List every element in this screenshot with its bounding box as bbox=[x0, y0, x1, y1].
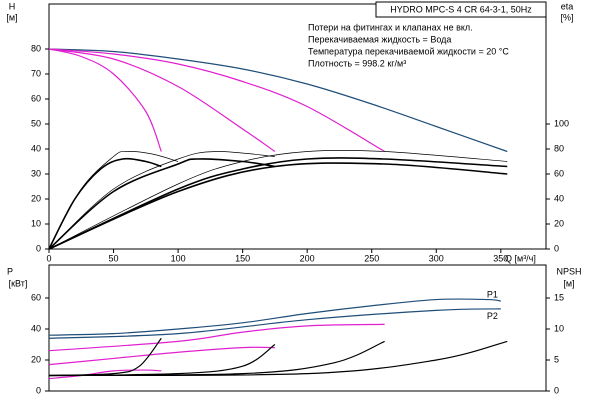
curve bbox=[48, 323, 385, 352]
y-tick-label: 50 bbox=[31, 118, 41, 128]
x-tick-label: 0 bbox=[46, 253, 51, 263]
y2-tick-label: 0 bbox=[554, 243, 559, 253]
curve bbox=[48, 308, 501, 339]
y-tick-label: 80 bbox=[31, 43, 41, 53]
curve bbox=[48, 298, 501, 336]
annotation: Плотность = 998.2 кг/м³ bbox=[308, 58, 406, 68]
y-tick-label: 40 bbox=[31, 323, 41, 333]
y2-tick-label: 5 bbox=[554, 354, 559, 364]
x-tick-label: 250 bbox=[364, 253, 379, 263]
y-tick-label: 60 bbox=[31, 292, 41, 302]
curve bbox=[48, 340, 508, 377]
y-unit: [кВт] bbox=[9, 278, 28, 288]
y-label: H bbox=[9, 1, 16, 11]
x-tick-label: 100 bbox=[171, 253, 186, 263]
y-tick-label: 0 bbox=[36, 385, 41, 395]
curve bbox=[48, 48, 385, 153]
curve bbox=[48, 344, 276, 377]
legend-label: P2 bbox=[487, 311, 498, 321]
curve bbox=[48, 48, 276, 152]
x-label: Q [м³/ч] bbox=[505, 253, 536, 263]
y2-label: NPSH bbox=[556, 266, 581, 276]
y-tick-label: 0 bbox=[36, 243, 41, 253]
y2-tick-label: 40 bbox=[554, 193, 564, 203]
curve bbox=[48, 48, 508, 153]
y2-unit: [%] bbox=[560, 12, 573, 22]
x-tick-label: 300 bbox=[429, 253, 444, 263]
y2-tick-label: 100 bbox=[554, 118, 569, 128]
x-tick-label: 50 bbox=[109, 253, 119, 263]
y2-tick-label: 10 bbox=[554, 323, 564, 333]
y-tick-label: 70 bbox=[31, 68, 41, 78]
y-tick-label: 20 bbox=[31, 193, 41, 203]
curve bbox=[48, 340, 385, 377]
bottom-frame bbox=[48, 264, 547, 392]
y-tick-label: 10 bbox=[31, 218, 41, 228]
y2-label: eta bbox=[561, 1, 574, 11]
curve bbox=[48, 151, 275, 250]
top-frame bbox=[48, 3, 547, 250]
y2-tick-label: 0 bbox=[554, 385, 559, 395]
y-tick-label: 20 bbox=[31, 354, 41, 364]
y-tick-label: 30 bbox=[31, 168, 41, 178]
curve bbox=[48, 151, 179, 250]
y2-unit: [м] bbox=[563, 278, 574, 288]
title-box bbox=[375, 1, 547, 18]
y-tick-label: 40 bbox=[31, 143, 41, 153]
curve bbox=[48, 149, 508, 250]
annotation: Температура перекачиваемой жидкости = 20… bbox=[308, 46, 509, 56]
annotation: Перекачиваемая жидкость = Вода bbox=[308, 34, 451, 44]
y-tick-label: 60 bbox=[31, 93, 41, 103]
x-tick-label: 150 bbox=[235, 253, 250, 263]
y2-tick-label: 20 bbox=[554, 218, 564, 228]
curve bbox=[48, 369, 162, 380]
chart-title: HYDRO MPC-S 4 CR 64-3-1, 50Hz bbox=[390, 4, 532, 14]
annotation: Потери на фитингах и клапанах не вкл. bbox=[308, 22, 473, 32]
x-tick-label: 200 bbox=[300, 253, 315, 263]
y-label: P bbox=[7, 266, 13, 276]
y2-tick-label: 15 bbox=[554, 292, 564, 302]
y2-tick-label: 80 bbox=[554, 143, 564, 153]
y-unit: [м] bbox=[6, 12, 17, 22]
curve bbox=[48, 48, 162, 152]
x-tick-label: 350 bbox=[493, 253, 508, 263]
y2-tick-label: 60 bbox=[554, 168, 564, 178]
legend-label: P1 bbox=[487, 289, 498, 299]
curve bbox=[48, 157, 508, 250]
curve bbox=[48, 346, 275, 366]
curve bbox=[48, 162, 508, 250]
